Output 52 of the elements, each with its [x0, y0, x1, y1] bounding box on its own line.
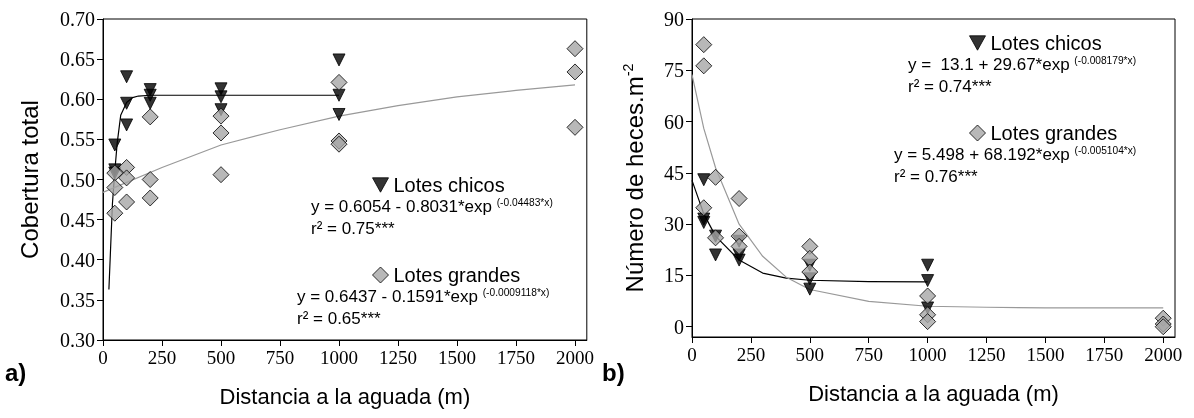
x-tick-label: 1500: [1026, 344, 1065, 365]
y-tick-label: 90: [664, 8, 684, 30]
y-tick-label: 0.35: [60, 288, 95, 311]
y-tick-label: 0.60: [60, 88, 95, 111]
y-tick-label: 60: [664, 110, 684, 133]
annotation: r² = 0.74***: [908, 77, 993, 96]
y-tick-label: 0.55: [60, 128, 95, 151]
annotation: y = 5.498 + 68.192*exp (-0.005104*x): [894, 144, 1137, 164]
x-tick-label: 2000: [1144, 344, 1183, 365]
legend-label: Lotes grandes: [990, 122, 1118, 144]
x-tick-label: 1000: [320, 347, 358, 368]
y-tick-label: 0.45: [60, 208, 95, 231]
y-tick-label: 30: [664, 213, 684, 236]
y-tick-label: 0.40: [60, 248, 95, 271]
annotation: r² = 0.75***: [311, 219, 396, 238]
annotation: r² = 0.65***: [297, 309, 382, 328]
x-tick-label: 0: [687, 344, 697, 365]
text: b): [602, 358, 625, 386]
y-tick-label: 0.65: [60, 48, 95, 71]
x-tick-label: 1750: [1085, 344, 1124, 365]
x-tick-label: 1500: [438, 347, 476, 368]
x-tick-label: 1750: [497, 347, 535, 368]
x-tick-label: 2000: [556, 347, 594, 368]
y-tick-label: 0: [674, 315, 684, 338]
x-tick-label: 500: [795, 344, 825, 365]
legend-label: Lotes chicos: [393, 174, 505, 196]
x-tick-label: 750: [265, 347, 295, 368]
y-tick-label: 0.70: [60, 8, 95, 30]
x-axis-title: Distancia a la aguada (m): [219, 383, 471, 409]
y-axis-title: Número de heces.m-2: [620, 63, 648, 293]
x-tick-label: 500: [206, 347, 236, 368]
y-tick-label: 75: [664, 59, 684, 82]
y-tick-label: 45: [664, 161, 684, 184]
text: a): [5, 358, 27, 386]
annotation: r² = 0.76***: [894, 167, 979, 186]
legend-label: Lotes chicos: [990, 32, 1102, 54]
legend-label: Lotes grandes: [393, 264, 521, 286]
y-tick-label: 0.30: [60, 329, 95, 351]
x-tick-label: 1000: [908, 344, 947, 365]
annotation: y = 0.6437 - 0.1591*exp (-0.0009118*x): [297, 286, 550, 306]
y-axis-title: Cobertura total: [15, 100, 43, 259]
x-tick-label: 750: [854, 344, 883, 365]
x-tick-label: 1250: [967, 344, 1006, 365]
x-tick-label: 250: [736, 344, 766, 365]
x-tick-label: 250: [147, 347, 177, 368]
x-tick-label: 1250: [379, 347, 417, 368]
x-axis-title: Distancia a la aguada (m): [808, 380, 1059, 406]
x-tick-label: 0: [98, 347, 108, 368]
annotation: y = 13.1 + 29.67*exp (-0.008179*x): [908, 54, 1137, 74]
annotation: y = 0.6054 - 0.8031*exp (-0.04483*x): [311, 196, 553, 216]
y-tick-label: 0.50: [60, 168, 95, 191]
y-tick-label: 15: [664, 264, 684, 287]
